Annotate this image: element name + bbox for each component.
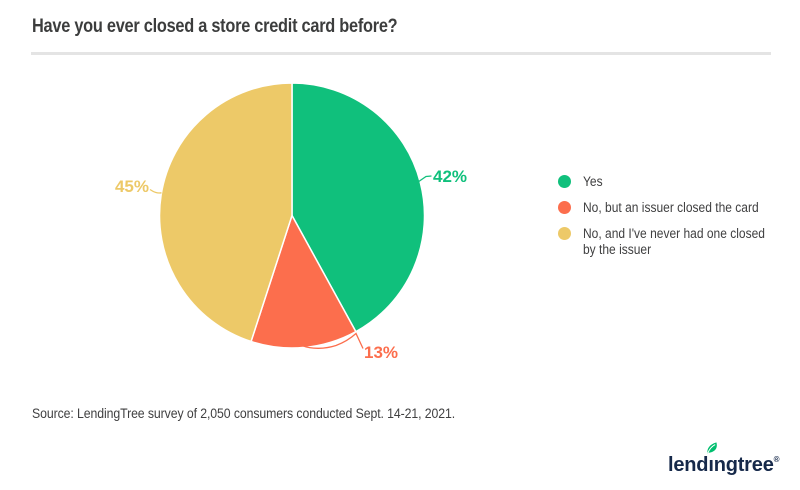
registered-trademark: ®: [773, 455, 780, 464]
logo-dotless-i: ı: [708, 454, 714, 476]
legend-label-never-had-one-closed: No, and I've never had one closed by the…: [583, 226, 765, 257]
legend-label-yes: Yes: [583, 174, 603, 189]
source-note: Source: LendingTree survey of 2,050 cons…: [32, 406, 456, 421]
data-label-yes: 42%: [433, 167, 467, 186]
lendingtree-logo: lendı ngtree®: [668, 442, 780, 477]
data-label-never-had-one-closed: 45%: [115, 177, 149, 196]
legend-item-yes: Yes: [558, 174, 799, 190]
legend-swatch-never-had-one-closed: [558, 227, 571, 240]
leader-line-never-had-one-closed: [149, 188, 162, 194]
legend-swatch-yes: [558, 175, 571, 188]
leader-line-issuer-closed-card: [301, 332, 364, 349]
title-divider: [31, 52, 771, 55]
leaf-icon: [707, 442, 718, 454]
data-label-issuer-closed-card: 13%: [364, 343, 398, 362]
pie-slice-yes: [291, 82, 426, 333]
chart-title: Have you ever closed a store credit card…: [32, 16, 398, 37]
pie-slice-issuer-closed-card: [250, 214, 357, 349]
pie-slice-never-had-one-closed: [158, 82, 293, 343]
legend-item-issuer-closed-card: No, but an issuer closed the card: [558, 200, 799, 216]
legend-item-never-had-one-closed: No, and I've never had one closed by the…: [558, 226, 799, 258]
legend-swatch-issuer-closed-card: [558, 201, 571, 214]
logo-text-lend: lend: [668, 454, 709, 476]
logo-leaf-i: ı: [707, 442, 718, 477]
logo-text-ngtree: ngtree: [713, 454, 774, 476]
legend-label-issuer-closed-card: No, but an issuer closed the card: [583, 200, 759, 215]
legend: Yes No, but an issuer closed the card No…: [558, 174, 799, 268]
leader-line-yes: [412, 175, 432, 187]
